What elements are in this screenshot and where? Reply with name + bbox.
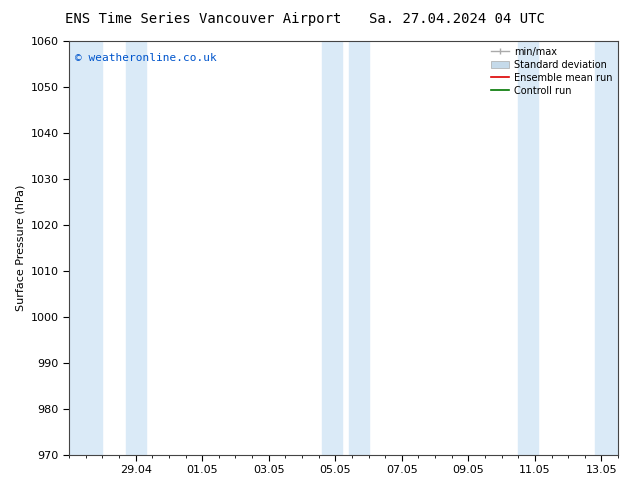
Text: © weatheronline.co.uk: © weatheronline.co.uk xyxy=(75,53,216,64)
Bar xyxy=(126,41,146,455)
Bar xyxy=(595,41,618,455)
Bar xyxy=(518,41,538,455)
Y-axis label: Surface Pressure (hPa): Surface Pressure (hPa) xyxy=(15,185,25,311)
Bar xyxy=(349,41,368,455)
Text: Sa. 27.04.2024 04 UTC: Sa. 27.04.2024 04 UTC xyxy=(368,12,545,26)
Bar xyxy=(69,41,102,455)
Legend: min/max, Standard deviation, Ensemble mean run, Controll run: min/max, Standard deviation, Ensemble me… xyxy=(488,43,616,99)
Text: ENS Time Series Vancouver Airport: ENS Time Series Vancouver Airport xyxy=(65,12,341,26)
Bar xyxy=(322,41,342,455)
